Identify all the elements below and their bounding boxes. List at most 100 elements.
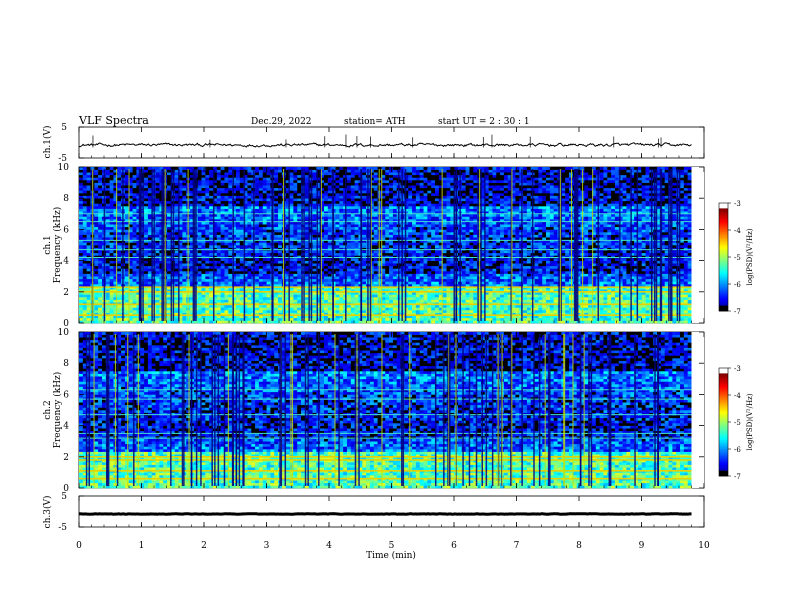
ch1-spectrogram-cell xyxy=(680,286,685,290)
ch1-spectrogram-cell xyxy=(94,286,99,290)
ch1-spectrogram-cell xyxy=(274,265,279,269)
ch1-spectrogram-cell xyxy=(637,281,643,285)
ch1-spectrogram-cell xyxy=(82,304,87,308)
ch1-spectrogram-cell xyxy=(381,284,386,287)
ch1-spectrogram-cell xyxy=(576,294,581,298)
ch1-spectrogram-cell xyxy=(316,310,321,313)
ch1-spectrogram-cell xyxy=(128,281,133,285)
ch1-spectrogram-cell xyxy=(327,289,332,293)
ch1-spectrogram-cell xyxy=(611,297,616,300)
ch1-spectrogram-cell xyxy=(155,268,160,272)
ch1-spectrogram-cell xyxy=(312,284,317,287)
ch1-spectrogram-cell xyxy=(526,250,532,254)
ch1-spectrogram-cell xyxy=(109,276,114,280)
ch1-spectrogram-cell xyxy=(190,307,195,311)
ch1-spectrogram-cell xyxy=(316,263,321,267)
ch1-spectrogram-cell xyxy=(301,263,306,267)
ch1-spectrogram-cell xyxy=(683,268,688,272)
ch1-spectrogram-cell xyxy=(603,263,608,267)
ch1-spectrogram-cell xyxy=(637,258,643,261)
ch1-spectrogram-cell xyxy=(297,278,302,282)
ch1-spectrogram-cell xyxy=(660,265,666,269)
ch1-spectrogram-cell xyxy=(132,286,137,290)
ch1-spectrogram-cell xyxy=(297,284,302,287)
ch1-spectrogram-cell xyxy=(622,297,627,300)
ch1-spectrogram-cell xyxy=(224,281,229,285)
ch1-spectrogram-cell xyxy=(285,265,290,269)
ch1-spectrogram-cell xyxy=(262,307,267,311)
ch1-spectrogram-cell xyxy=(553,294,558,298)
ch1-spectrogram-cell xyxy=(565,252,570,256)
ch1-spectrogram-cell xyxy=(224,286,229,290)
ch1-spectrogram-cell xyxy=(404,260,409,264)
ch1-spectrogram-cell xyxy=(278,315,283,319)
ch1-spectrogram-cell xyxy=(255,263,260,267)
ch1-spectrogram-cell xyxy=(561,320,566,324)
ch1-spectrogram-cell xyxy=(98,320,103,324)
ch1-spectrogram-cell xyxy=(255,242,260,246)
ch1-spectrogram-cell xyxy=(247,278,252,282)
ch1-spectrogram-cell xyxy=(538,284,543,287)
ch1-spectrogram-cell xyxy=(687,260,692,264)
ch1-spectrogram-cell xyxy=(239,284,244,287)
ch1-spectrogram-cell xyxy=(672,312,677,316)
ch1-spectrogram-cell xyxy=(561,260,566,264)
ch1-spectrogram-cell xyxy=(607,297,612,300)
ch1-spectrogram-cell xyxy=(622,276,627,280)
ch1-spectrogram-cell xyxy=(538,297,543,300)
ch1-spectrogram-cell xyxy=(354,320,359,324)
ch1-spectrogram-cell xyxy=(324,297,329,300)
ch1-spectrogram-cell xyxy=(324,276,329,280)
ch1-spectrogram-cell xyxy=(389,294,394,298)
ch1-spectrogram-cell xyxy=(687,317,692,321)
ch1-spectrogram-cell xyxy=(224,310,229,313)
ch1-spectrogram-cell xyxy=(511,284,516,287)
ch1-spectrogram-cell xyxy=(98,255,103,259)
ch1-spectrogram-cell xyxy=(553,278,558,282)
ch1-spectrogram-cell xyxy=(465,281,470,285)
ch1-spectrogram-cell xyxy=(657,260,662,264)
ch1-spectrogram-cell xyxy=(603,273,608,277)
ch1-spectrogram-cell xyxy=(565,245,570,248)
ch1-spectrogram-cell xyxy=(266,273,271,277)
ch1-spectrogram-cell xyxy=(105,286,110,290)
ch1-spectrogram-cell xyxy=(266,310,271,313)
ch1-spectrogram-cell xyxy=(232,307,237,311)
ch1-spectrogram-cell xyxy=(105,268,110,272)
ch1-spectrogram-cell xyxy=(224,268,229,272)
ch1-spectrogram-cell xyxy=(262,297,267,300)
ch1-spectrogram-cell xyxy=(622,304,627,308)
ch1-spectrogram-cell xyxy=(496,317,501,321)
ch1-spectrogram-cell xyxy=(205,276,210,280)
ch1-spectrogram-cell xyxy=(324,252,329,256)
ch1-spectrogram-cell xyxy=(396,320,401,324)
ch1-spectrogram-cell xyxy=(657,294,662,298)
ch1-spectrogram-cell xyxy=(362,258,367,261)
ch1-spectrogram-cell xyxy=(622,258,627,261)
ch1-spectrogram-cell xyxy=(190,317,195,321)
ch1-spectrogram-cell xyxy=(82,242,87,246)
ch1-spectrogram-cell xyxy=(549,273,554,277)
ch1-spectrogram-cell xyxy=(680,245,685,248)
ch1-spectrogram-cell xyxy=(278,250,283,254)
ch1-spectrogram-cell xyxy=(584,299,589,303)
ch1-spectrogram-cell xyxy=(335,317,340,321)
ch1-spectrogram-cell xyxy=(98,281,103,285)
ch1-spectrogram-cell xyxy=(511,276,516,280)
ch1-spectrogram-cell xyxy=(174,255,179,259)
ch1-spectrogram-cell xyxy=(546,297,551,300)
ch1-spectrogram-cell xyxy=(484,307,489,311)
ch1-spectrogram-cell xyxy=(415,271,421,274)
ch1-spectrogram-cell xyxy=(190,284,195,287)
ch1-spectrogram-cell xyxy=(304,297,309,300)
ch1-spectrogram-cell xyxy=(247,304,252,308)
ch1-spectrogram-cell xyxy=(511,265,516,269)
ch1-spectrogram-cell xyxy=(435,271,440,274)
ch1-spectrogram-cell xyxy=(128,291,133,295)
ch1-spectrogram-cell xyxy=(442,263,447,267)
ch1-spectrogram-cell xyxy=(339,304,344,308)
ch1-spectrogram-cell xyxy=(136,317,141,321)
ch1-spectrogram-cell xyxy=(507,317,512,321)
ch1-spectrogram-cell xyxy=(205,258,210,261)
ch1-spectrogram-cell xyxy=(304,284,309,287)
